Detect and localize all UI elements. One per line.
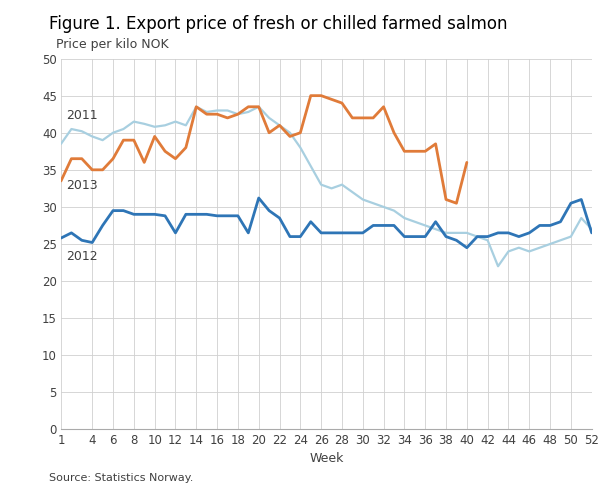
Text: 2012: 2012 — [66, 249, 98, 263]
Text: 2011: 2011 — [66, 109, 98, 122]
X-axis label: Week: Week — [309, 452, 343, 465]
Text: Price per kilo NOK: Price per kilo NOK — [56, 38, 168, 51]
Text: Source: Statistics Norway.: Source: Statistics Norway. — [49, 473, 193, 483]
Text: Figure 1. Export price of fresh or chilled farmed salmon: Figure 1. Export price of fresh or chill… — [49, 15, 508, 33]
Text: 2013: 2013 — [66, 179, 98, 192]
